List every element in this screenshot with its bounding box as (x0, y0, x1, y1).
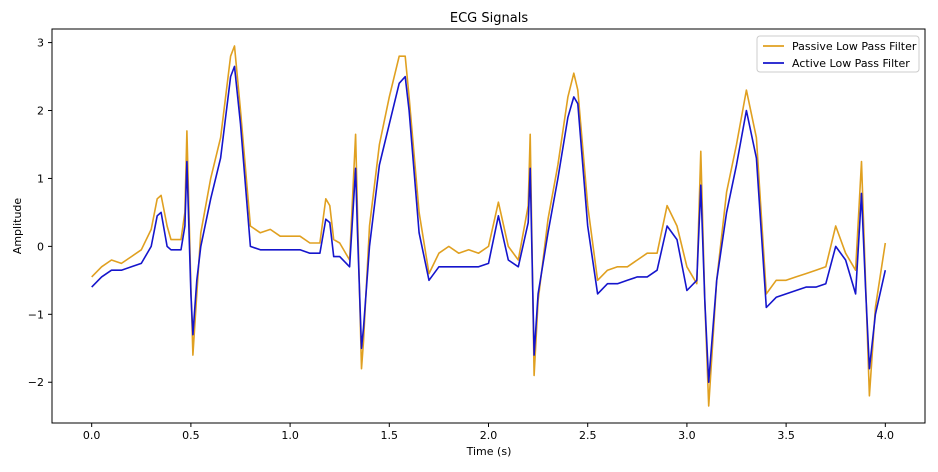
x-axis-ticks: 0.0 0.5 1.0 1.5 2.0 2.5 3.0 3.5 4.0 (83, 423, 894, 442)
legend-box (756, 35, 920, 73)
plot-area: 0.0 0.5 1.0 1.5 2.0 2.5 3.0 3.5 4.0 −2 −1 0 1 2 3 (28, 28, 926, 442)
y-axis-ticks: −2 −1 0 1 2 3 (28, 37, 52, 389)
y-tick-label: −1 (28, 308, 44, 321)
legend-label-passive: Passive Low Pass Filter (792, 40, 917, 53)
x-tick-label: 1.5 (381, 429, 399, 442)
x-tick-label: 0.5 (182, 429, 200, 442)
series-layer (91, 45, 887, 407)
x-tick-label: 1.0 (281, 429, 299, 442)
y-tick-label: 3 (37, 37, 44, 50)
x-tick-label: 0.0 (83, 429, 101, 442)
y-tick-label: −2 (28, 376, 44, 389)
x-axis-label: Time (s) (466, 445, 512, 458)
chart-title: ECG Signals (450, 11, 528, 26)
legend: Passive Low Pass Filter Active Low Pass … (756, 35, 920, 73)
y-tick-label: 2 (37, 105, 44, 118)
x-tick-label: 3.5 (777, 429, 795, 442)
y-tick-label: 0 (37, 240, 44, 253)
x-tick-label: 2.0 (480, 429, 498, 442)
y-axis-label: Amplitude (11, 198, 24, 255)
y-tick-label: 1 (37, 172, 44, 185)
series-line-active-low-pass-filter (91, 65, 887, 384)
legend-label-active: Active Low Pass Filter (792, 57, 910, 70)
x-tick-label: 2.5 (579, 429, 597, 442)
x-tick-label: 4.0 (877, 429, 895, 442)
x-tick-label: 3.0 (678, 429, 696, 442)
